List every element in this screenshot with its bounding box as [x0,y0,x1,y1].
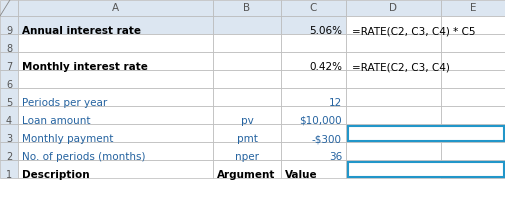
Bar [213,34,280,52]
Bar [345,52,440,70]
Bar [280,0,345,16]
Text: 4: 4 [6,116,12,126]
Bar [280,88,345,106]
Text: Monthly payment: Monthly payment [22,134,113,144]
Text: =RATE(C2, C3, C4): =RATE(C2, C3, C4) [352,62,449,72]
Bar [0,34,18,52]
Bar [0,124,18,142]
Text: A: A [112,3,119,13]
Bar [345,160,440,178]
FancyBboxPatch shape [347,161,503,176]
Bar [0,142,18,160]
Bar [213,52,280,70]
Text: D: D [389,3,397,13]
Text: 36: 36 [328,152,341,162]
Bar [440,142,505,160]
Bar [18,16,213,34]
Bar [345,70,440,88]
Text: =RATE(C2, C3, C4) * C5: =RATE(C2, C3, C4) * C5 [352,26,475,36]
Text: 1: 1 [6,170,12,180]
Text: Value: Value [284,170,317,180]
Bar [345,16,440,34]
Bar [440,88,505,106]
Text: Description: Description [22,170,89,180]
Bar [0,88,18,106]
Text: No. of periods (months): No. of periods (months) [22,152,145,162]
Bar [18,142,213,160]
Text: B: B [243,3,250,13]
Bar [18,88,213,106]
Text: 5.06%: 5.06% [309,26,341,36]
Bar [0,70,18,88]
Text: nper: nper [234,152,259,162]
Text: E: E [469,3,476,13]
Bar [0,52,18,70]
Bar [213,70,280,88]
Bar [280,52,345,70]
Bar [213,106,280,124]
Text: 7: 7 [6,62,12,72]
Bar [18,70,213,88]
Bar [18,52,213,70]
Text: Monthly interest rate: Monthly interest rate [22,62,147,72]
Text: C: C [309,3,317,13]
Bar [18,106,213,124]
FancyBboxPatch shape [347,126,503,140]
Bar [0,106,18,124]
Bar [440,106,505,124]
Text: Loan amount: Loan amount [22,116,90,126]
Bar [280,106,345,124]
Bar [440,124,505,142]
Bar [440,16,505,34]
Text: 3: 3 [6,134,12,144]
Text: 0.42%: 0.42% [309,62,341,72]
Text: pmt: pmt [236,134,257,144]
Bar [345,34,440,52]
Bar [213,88,280,106]
Bar [440,34,505,52]
Bar [280,34,345,52]
Bar [345,0,440,16]
Bar [213,160,280,178]
Bar [0,0,18,16]
Bar [280,70,345,88]
Bar [280,16,345,34]
Bar [440,160,505,178]
Bar [345,124,440,142]
Text: Argument: Argument [217,170,275,180]
Text: 2: 2 [6,152,12,162]
Bar [213,142,280,160]
Bar [440,70,505,88]
Bar [440,124,505,142]
Text: 6: 6 [6,80,12,90]
Text: $10,000: $10,000 [299,116,341,126]
Bar [0,160,18,178]
Bar [18,0,213,16]
Bar [345,88,440,106]
Bar [280,160,345,178]
Text: Annual interest rate: Annual interest rate [22,26,141,36]
Text: Periods per year: Periods per year [22,98,107,108]
Bar [0,16,18,34]
Text: 8: 8 [6,44,12,54]
Bar [440,52,505,70]
Bar [440,0,505,16]
Bar [213,16,280,34]
Bar [18,160,213,178]
Bar [345,142,440,160]
Bar [440,160,505,178]
Text: -$300: -$300 [312,134,341,144]
Bar [18,34,213,52]
Bar [280,124,345,142]
Bar [18,124,213,142]
Bar [213,124,280,142]
Text: pv: pv [240,116,253,126]
Text: 12: 12 [328,98,341,108]
Text: 9: 9 [6,26,12,36]
Bar [280,142,345,160]
Bar [345,106,440,124]
Text: 5: 5 [6,98,12,108]
Bar [213,0,280,16]
